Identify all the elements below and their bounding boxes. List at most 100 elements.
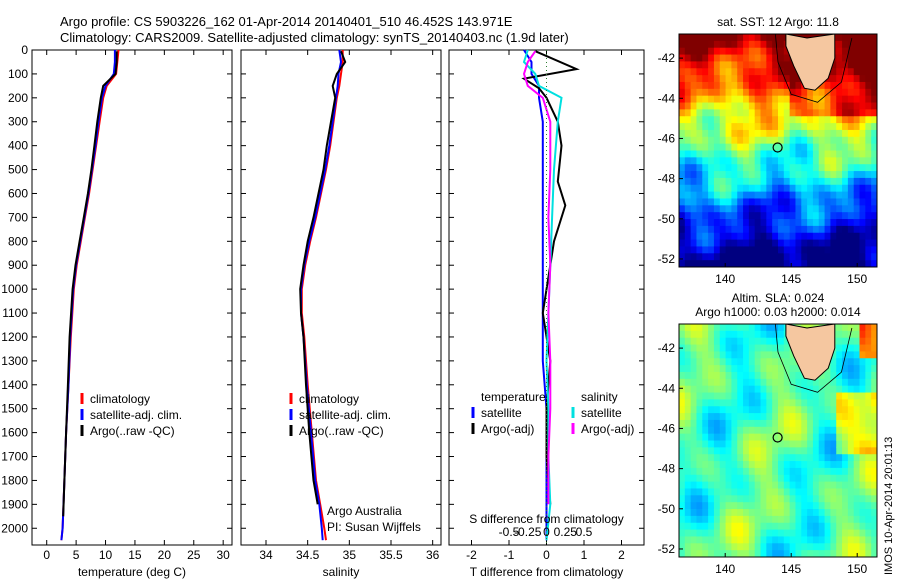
map-cell [818, 461, 826, 469]
map-cell [737, 351, 744, 359]
map-cell [725, 509, 733, 517]
map-cell [795, 413, 802, 421]
map-cell [772, 365, 779, 373]
map-cell [725, 461, 733, 469]
map-cell [696, 337, 703, 346]
map-cell [807, 109, 814, 117]
map-cell [748, 461, 756, 469]
map-cell [812, 164, 820, 172]
map-cell [847, 143, 855, 152]
map-cell [842, 488, 849, 496]
map-cell [760, 260, 767, 267]
map-cell [737, 198, 744, 206]
map-cell [836, 454, 843, 462]
map-cell [795, 177, 802, 186]
map-cell [766, 454, 773, 462]
legend-heading-salinity: salinity [581, 390, 618, 404]
map-cell [708, 467, 715, 476]
map-cell [760, 68, 767, 76]
sla-map-title-line-1: Altim. SLA: 0.024 [732, 291, 825, 305]
map-cell [748, 522, 756, 531]
map-cell [696, 239, 703, 248]
map-cell [830, 495, 837, 503]
x-tick-label: 150 [847, 272, 867, 286]
map-cell [859, 543, 866, 551]
map-cell [865, 385, 872, 394]
map-cell [679, 232, 686, 241]
map-cell [778, 392, 785, 400]
map-cell [783, 205, 791, 213]
map-cell [853, 515, 861, 524]
map-cell [737, 488, 744, 496]
y-tick-label: 800 [8, 234, 28, 248]
map-cell [853, 253, 861, 261]
map-cell [754, 198, 762, 206]
map-cell [871, 536, 877, 544]
map-cell [684, 212, 692, 220]
map-cell [783, 433, 791, 442]
map-cell [766, 461, 773, 469]
map-cell [737, 337, 744, 346]
map-cell [783, 143, 791, 152]
map-cell [731, 515, 738, 524]
map-cell [743, 81, 750, 90]
map-cell [754, 474, 762, 483]
map-cell [679, 102, 686, 110]
map-cell [847, 40, 855, 49]
map-cell [725, 454, 733, 462]
map-cell [783, 129, 791, 138]
map-cell [772, 40, 779, 49]
map-cell [708, 550, 715, 557]
map-cell [725, 324, 733, 332]
map-cell [772, 239, 779, 248]
map-cell [748, 239, 756, 248]
map-cell [708, 232, 715, 241]
map-cell [713, 550, 721, 557]
map-cell [702, 344, 709, 353]
map-cell [871, 337, 877, 346]
map-cell [743, 205, 750, 213]
map-cell [702, 239, 709, 248]
map-cell [760, 47, 767, 56]
map-cell [702, 40, 709, 49]
map-cell [731, 419, 738, 428]
map-cell [708, 536, 715, 544]
map-cell [731, 474, 738, 483]
map-cell [766, 385, 773, 394]
map-cell [865, 253, 872, 261]
temperature-panel: 0 5 10 15 20 25 300100200300400500600700800900… [1, 43, 233, 579]
map-cell [836, 34, 843, 42]
map-cell [830, 365, 837, 373]
map-cell [865, 378, 872, 387]
map-cell [760, 212, 767, 220]
map-cell [731, 219, 738, 227]
map-cell [766, 75, 773, 83]
map-cell [702, 522, 709, 531]
map-cell [760, 75, 767, 83]
map-cell [696, 522, 703, 531]
map-cell [783, 239, 791, 248]
map-cell [859, 330, 866, 339]
map-cell [760, 351, 767, 359]
map-cell [713, 109, 721, 117]
map-cell [847, 157, 855, 165]
map-cell [748, 47, 756, 56]
map-cell [778, 433, 785, 442]
map-cell [748, 75, 756, 83]
map-cell [871, 129, 877, 138]
map-cell [725, 502, 733, 510]
map-cell [783, 246, 791, 254]
map-cell [783, 399, 791, 407]
map-cell [737, 371, 744, 380]
map-cell [795, 225, 802, 234]
map-cell [818, 260, 826, 267]
map-cell [696, 392, 703, 400]
map-cell [754, 509, 762, 517]
map-cell [865, 426, 872, 435]
map-cell [713, 129, 721, 138]
map-cell [725, 40, 733, 49]
map-cell [789, 212, 797, 220]
map-cell [725, 260, 733, 267]
map-cell [836, 191, 843, 200]
map-cell [818, 171, 826, 179]
